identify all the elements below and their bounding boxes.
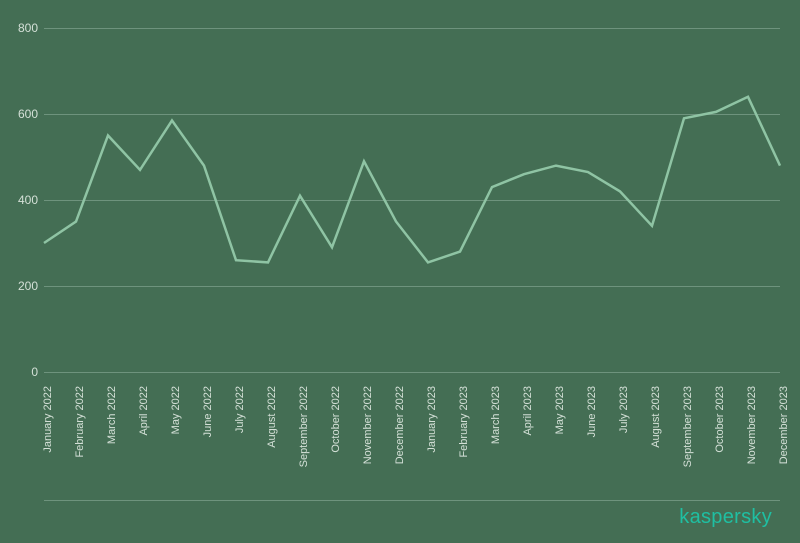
series-line xyxy=(0,0,800,543)
chart-frame: 0200400600800January 2022February 2022Ma… xyxy=(0,0,800,543)
brand-logo: kaspersky xyxy=(679,506,772,529)
line-chart: 0200400600800January 2022February 2022Ma… xyxy=(0,0,800,543)
